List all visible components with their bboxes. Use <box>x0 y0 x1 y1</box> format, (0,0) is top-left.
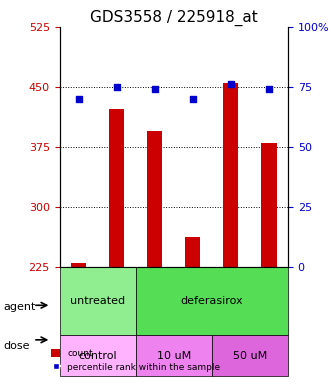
Bar <box>185 237 201 267</box>
Text: 10 uM: 10 uM <box>157 351 191 361</box>
Bar <box>261 143 277 267</box>
Text: GSM296608: GSM296608 <box>74 271 83 321</box>
Point <box>114 84 119 90</box>
Text: untreated: untreated <box>70 296 125 306</box>
Point <box>76 96 81 102</box>
FancyBboxPatch shape <box>60 335 136 376</box>
Text: GSM296613: GSM296613 <box>188 271 197 321</box>
Point <box>228 81 234 88</box>
FancyBboxPatch shape <box>212 335 288 376</box>
Text: 50 uM: 50 uM <box>233 351 267 361</box>
Text: dose: dose <box>3 341 30 351</box>
Bar <box>223 83 238 267</box>
Point <box>190 96 195 102</box>
Text: agent: agent <box>3 302 36 312</box>
FancyBboxPatch shape <box>136 335 212 376</box>
Point <box>152 86 158 92</box>
Text: GSM296612: GSM296612 <box>150 271 159 321</box>
Text: GSM296609: GSM296609 <box>112 271 121 321</box>
Bar <box>71 263 86 267</box>
Title: GDS3558 / 225918_at: GDS3558 / 225918_at <box>90 9 258 25</box>
FancyBboxPatch shape <box>136 267 288 335</box>
Text: deferasirox: deferasirox <box>180 296 243 306</box>
Bar <box>147 131 162 267</box>
Text: control: control <box>78 351 117 361</box>
Point <box>266 86 271 92</box>
Bar <box>109 109 124 267</box>
Text: GSM296615: GSM296615 <box>226 271 235 321</box>
Text: GSM296616: GSM296616 <box>264 271 273 321</box>
FancyBboxPatch shape <box>60 267 136 335</box>
Legend: count, percentile rank within the sample: count, percentile rank within the sample <box>48 346 224 376</box>
